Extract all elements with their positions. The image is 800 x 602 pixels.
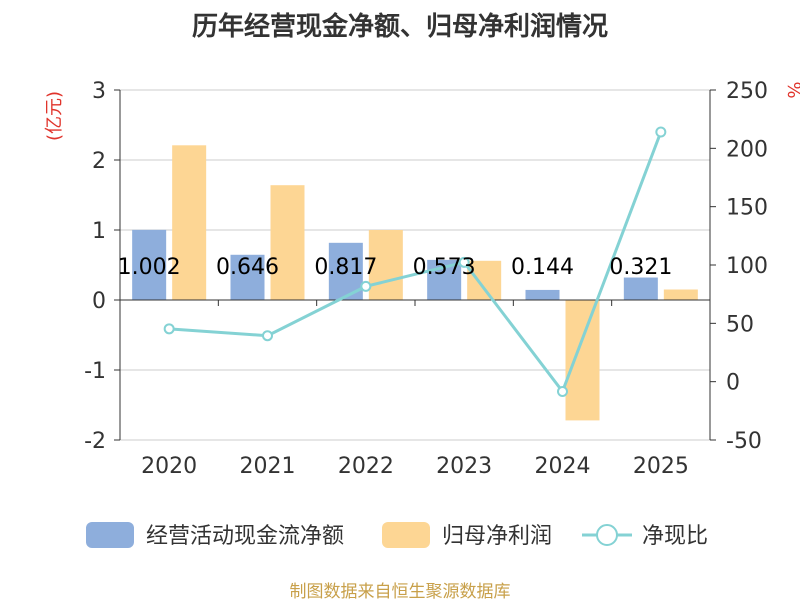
left-tick-label: 0 <box>92 289 106 314</box>
x-tick-label: 2023 <box>436 454 492 479</box>
ratio-point <box>360 280 372 292</box>
legend: 经营活动现金流净额 归母净利润 净现比 <box>86 522 708 549</box>
data-source: 制图数据来自恒生聚源数据库 <box>289 582 511 602</box>
left-tick-label: -1 <box>84 359 106 384</box>
profit-bar <box>172 145 207 300</box>
profit-bar <box>565 300 600 421</box>
ratio-point <box>262 330 273 342</box>
ratio-point <box>557 385 568 397</box>
ratio-point <box>163 323 175 335</box>
cashflow-value-label: 0.646 <box>216 255 279 280</box>
right-tick-label: 150 <box>726 196 768 221</box>
x-tick-label: 2024 <box>535 454 591 479</box>
right-tick-label: 50 <box>726 312 754 337</box>
legend-profit-swatch <box>382 522 430 548</box>
x-tick-label: 2025 <box>633 454 689 479</box>
left-tick-label: 3 <box>92 79 106 104</box>
ratio-line <box>163 126 667 397</box>
chart-title: 历年经营现金净额、归母净利润情况 <box>191 12 608 42</box>
legend-ratio-label: 净现比 <box>642 524 708 549</box>
zero-axis <box>119 299 711 306</box>
x-tick-label: 2021 <box>240 454 296 479</box>
cashflow-value-label: 0.817 <box>314 255 377 280</box>
right-tick-label: 100 <box>726 254 768 279</box>
x-tick-label: 2020 <box>141 454 197 479</box>
left-tick-label: 2 <box>92 149 106 174</box>
profit-bar <box>368 230 403 300</box>
cashflow-bar <box>525 289 560 300</box>
ratio-point <box>458 256 470 268</box>
cashflow-bar <box>132 229 167 300</box>
cashflow-value-label: 1.002 <box>118 255 181 280</box>
cashflow-bar <box>623 277 658 300</box>
profit-bar <box>467 260 502 300</box>
cashflow-bar <box>230 254 265 300</box>
ratio-point <box>655 126 667 138</box>
right-tick-label: -50 <box>726 429 762 454</box>
cashflow-value-label: 0.144 <box>511 255 574 280</box>
bars <box>132 145 698 421</box>
left-tick-label: -2 <box>84 429 106 454</box>
left-tick-label: 1 <box>92 219 106 244</box>
right-tick-label: 250 <box>726 79 768 104</box>
left-axis-unit: (亿元) <box>44 91 65 141</box>
cashflow-value-label: 0.321 <box>609 255 672 280</box>
legend-ratio-marker <box>596 524 618 546</box>
profit-bar <box>270 185 305 300</box>
legend-cashflow-swatch <box>86 522 134 548</box>
legend-profit-label: 归母净利润 <box>442 524 552 549</box>
right-tick-label: 200 <box>726 137 768 162</box>
profit-bar <box>663 289 698 300</box>
cashflow-value-label: 0.573 <box>413 255 476 280</box>
x-tick-label: 2022 <box>338 454 394 479</box>
axes: 3 2 1 0 -1 -2 250 200 150 100 50 0 -50 (亿元)% 2020 2021 2… <box>44 79 800 479</box>
legend-cashflow-label: 经营活动现金流净额 <box>146 524 344 549</box>
grid-lines <box>120 89 710 441</box>
right-axis-unit: % <box>783 81 800 98</box>
ratio-line-path <box>169 131 663 395</box>
right-tick-label: 0 <box>726 371 740 396</box>
bar-labels: 1.002 0.646 0.817 0.573 0.144 0.321 <box>118 255 673 280</box>
